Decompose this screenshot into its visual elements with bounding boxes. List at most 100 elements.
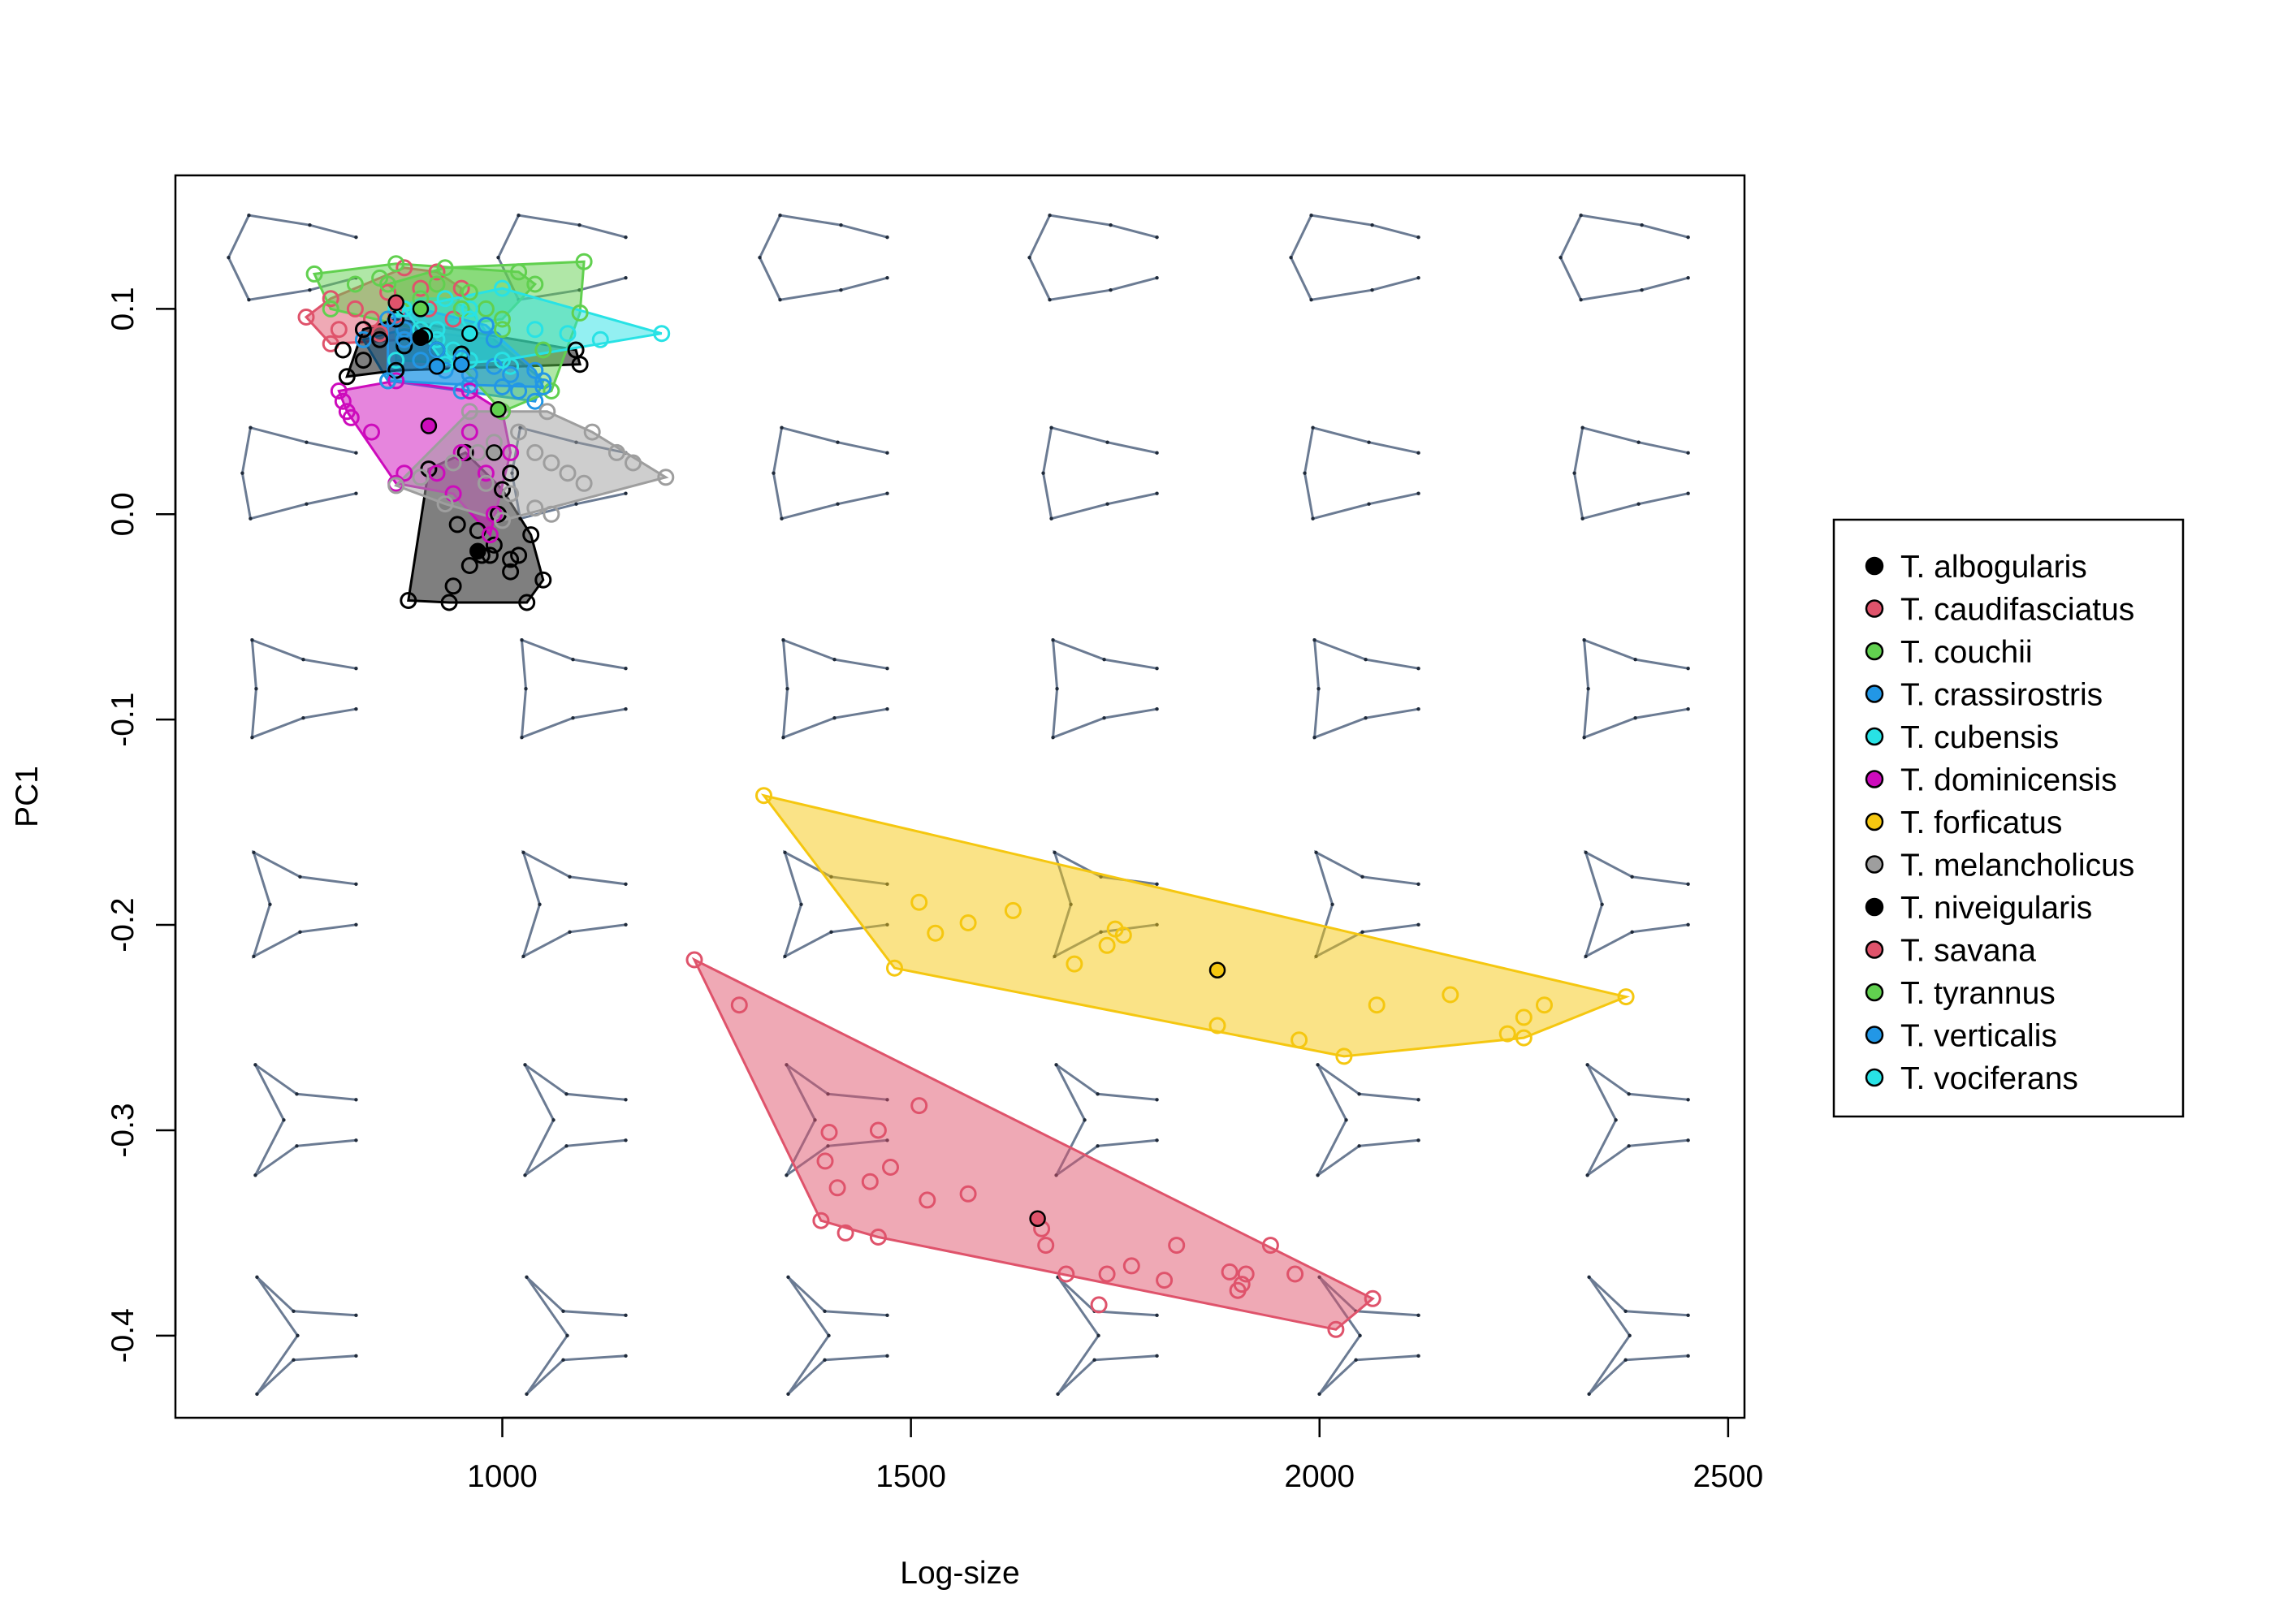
shape-landmark — [781, 736, 785, 740]
shape-landmark — [255, 1275, 259, 1280]
point-t-albogularis — [502, 551, 520, 568]
point-t-melancholicus — [412, 469, 430, 486]
shape-landmark — [1587, 1392, 1591, 1397]
point-t-crassirostris — [534, 372, 552, 390]
legend-marker — [1865, 727, 1884, 746]
shape-landmark — [624, 275, 628, 280]
shape-landmark — [778, 213, 782, 218]
point-t-crassirostris — [526, 392, 544, 410]
point-t-melancholicus — [543, 454, 560, 472]
shape-landmark — [836, 440, 840, 444]
shape-landmark — [1083, 1118, 1087, 1122]
point-t-melancholicus — [477, 474, 495, 492]
point-t-niveigularis — [396, 337, 413, 355]
shape-landmark — [1096, 1144, 1100, 1148]
shape-landmark — [1582, 736, 1586, 740]
y-tick-label: -0.3 — [106, 1103, 141, 1157]
point-t-forficatus — [1442, 986, 1459, 1004]
point-t-forficatus — [1335, 1047, 1353, 1065]
shape-landmark — [1630, 875, 1634, 879]
point-t-melancholicus — [543, 505, 560, 523]
shape-landmark — [354, 1138, 358, 1142]
point-t-couchii — [428, 275, 446, 293]
shape-landmark — [517, 213, 521, 218]
point-t-savana — [959, 1185, 977, 1203]
shape-landmark — [1330, 902, 1334, 906]
shape-landmark — [624, 1098, 628, 1102]
shape-landmark — [1686, 451, 1690, 455]
shape-landmark — [1636, 502, 1641, 506]
shape-landmark — [525, 1275, 529, 1280]
shape-landmark — [305, 502, 309, 506]
point-t-forficatus — [1536, 996, 1553, 1014]
hull-t-savana — [691, 957, 1375, 1331]
shape-landmark — [520, 736, 524, 740]
point-t-savana — [812, 1212, 830, 1229]
point-t-couchii — [460, 283, 478, 301]
legend: T. albogularis T. caudifasciatus T. couchi… — [1832, 518, 2185, 1118]
legend-label: T. verticalis — [1900, 1019, 2057, 1054]
point-t-verticalis — [526, 361, 544, 379]
shape-landmark — [783, 954, 787, 958]
shape-landmark — [832, 716, 837, 720]
shape-landmark — [1686, 235, 1690, 240]
point-t-forficatus — [755, 787, 772, 805]
point-t-dominicensis — [460, 423, 478, 441]
shape-landmark — [1585, 1063, 1589, 1067]
shape-landmark — [1155, 667, 1159, 671]
shape-landmark — [780, 516, 784, 520]
shape-landmark — [1633, 716, 1637, 720]
shape-landmark — [1102, 716, 1106, 720]
point-t-savana — [869, 1229, 887, 1246]
mean-t-vociferans — [461, 325, 478, 342]
point-t-dominicensis — [481, 526, 499, 544]
shape-landmark — [354, 882, 358, 886]
point-t-dominicensis — [502, 443, 520, 461]
point-t-forficatus — [1114, 926, 1132, 944]
point-t-vociferans — [591, 330, 609, 348]
point-t-albogularis — [510, 546, 528, 564]
shape-landmark — [1048, 297, 1052, 302]
legend-label: T. vociferans — [1900, 1061, 2078, 1096]
shape-landmark — [521, 954, 525, 958]
point-t-forficatus — [1290, 1031, 1308, 1049]
shape-landmark — [354, 1354, 358, 1358]
point-t-crassirostris — [485, 330, 503, 348]
shape-landmark — [823, 1358, 827, 1363]
legend-label: T. melancholicus — [1900, 849, 2134, 883]
shape-landmark — [1587, 1275, 1591, 1280]
point-t-forficatus — [1208, 1017, 1226, 1034]
legend-marker — [1865, 983, 1884, 1002]
shape-landmark — [1109, 222, 1113, 227]
shape-landmark — [1102, 658, 1106, 662]
shape-landmark — [624, 667, 628, 671]
shape-landmark — [1309, 213, 1313, 218]
point-t-savana — [837, 1224, 854, 1242]
shape-landmark — [354, 667, 358, 671]
point-t-verticalis — [379, 310, 397, 328]
shape-landmark — [1357, 1144, 1361, 1148]
point-t-savana — [1168, 1237, 1186, 1255]
legend-marker — [1865, 599, 1884, 618]
shape-landmark — [568, 930, 572, 934]
point-t-dominicensis — [330, 382, 348, 400]
shape-landmark — [301, 716, 305, 720]
point-t-dominicensis — [387, 372, 405, 390]
shape-landmark — [354, 922, 358, 926]
legend-marker — [1865, 685, 1884, 703]
shape-landmark — [1096, 1092, 1100, 1096]
shape-landmark — [1048, 213, 1052, 218]
shape-landmark — [253, 1063, 257, 1067]
point-t-vociferans — [559, 325, 577, 343]
point-t-cubensis — [460, 300, 478, 317]
mean-t-forficatus — [1208, 961, 1226, 978]
shape-landmark — [1364, 658, 1368, 662]
legend-marker — [1865, 770, 1884, 788]
mean-t-niveigularis — [412, 329, 430, 347]
shape-landmark — [308, 287, 312, 292]
point-t-savana — [1122, 1257, 1140, 1275]
point-t-tyrannus — [436, 259, 454, 277]
shape-landmark — [885, 707, 889, 711]
legend-label: T. crassirostris — [1900, 678, 2103, 713]
shape-landmark — [305, 440, 309, 444]
